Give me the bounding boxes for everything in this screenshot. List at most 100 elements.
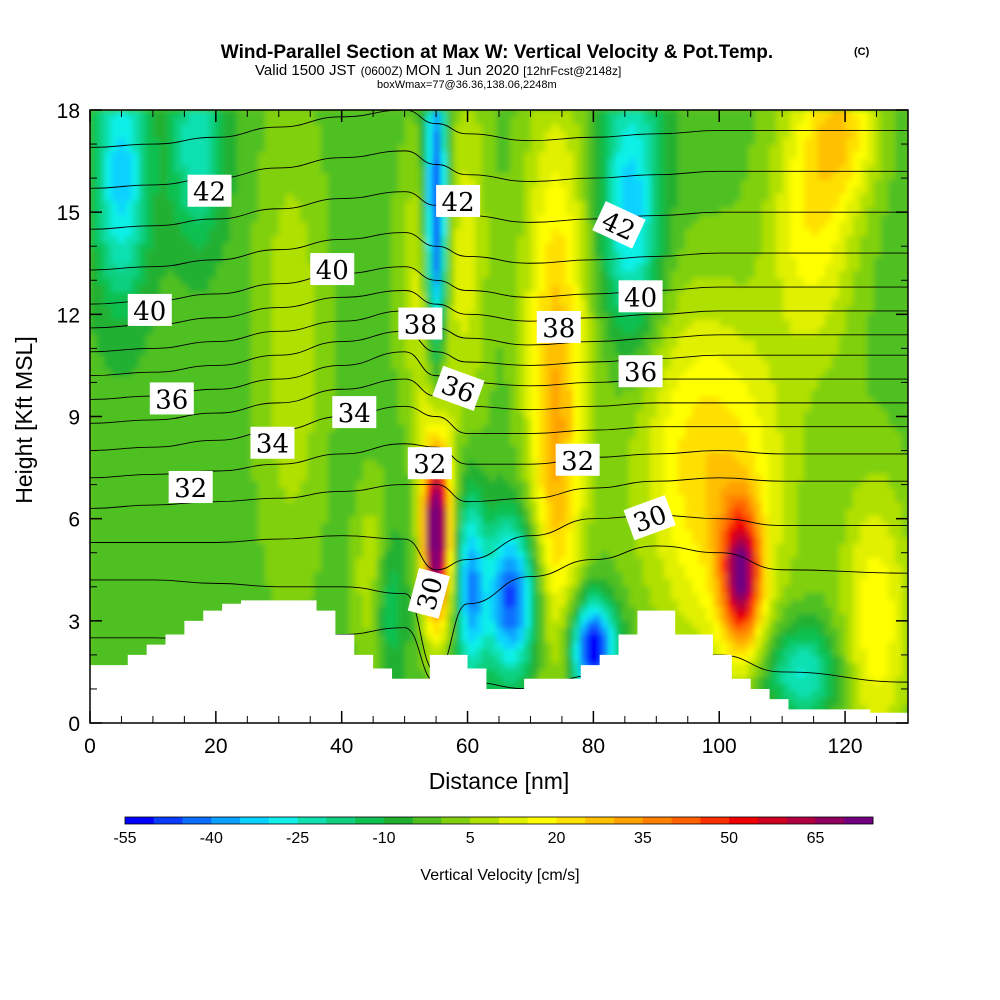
field-cell [174, 257, 182, 265]
field-cell [90, 145, 98, 153]
field-cell [391, 187, 399, 195]
field-cell [167, 117, 175, 125]
field-cell [237, 327, 245, 335]
field-cell [888, 236, 896, 244]
field-cell [174, 292, 182, 300]
field-cell [482, 271, 490, 279]
field-cell [510, 285, 518, 293]
field-cell [335, 131, 343, 139]
field-cell [174, 236, 182, 244]
field-cell [748, 271, 756, 279]
field-cell [90, 362, 98, 370]
field-cell [734, 271, 742, 279]
field-cell [853, 117, 861, 125]
field-cell [153, 362, 161, 370]
field-cell [300, 180, 308, 188]
field-cell [454, 138, 462, 146]
field-cell [748, 201, 756, 209]
field-cell [398, 194, 406, 202]
field-cell [258, 187, 266, 195]
field-cell [328, 110, 336, 118]
field-cell [286, 145, 294, 153]
field-cell [139, 257, 147, 265]
field-cell [643, 166, 651, 174]
field-cell [496, 250, 504, 258]
field-cell [286, 117, 294, 125]
field-cell [223, 257, 231, 265]
field-cell [258, 131, 266, 139]
field-cell [524, 264, 532, 272]
field-cell [804, 201, 812, 209]
field-cell [440, 138, 448, 146]
field-cell [482, 250, 490, 258]
field-cell [853, 236, 861, 244]
field-cell [727, 222, 735, 230]
field-cell [790, 397, 798, 405]
field-cell [440, 229, 448, 237]
field-cell [636, 341, 644, 349]
field-cell [454, 110, 462, 118]
field-cell [510, 173, 518, 181]
field-cell [475, 334, 483, 342]
field-cell [454, 131, 462, 139]
field-cell [153, 110, 161, 118]
field-cell [286, 397, 294, 405]
field-cell [272, 348, 280, 356]
field-cell [825, 243, 833, 251]
field-cell [461, 166, 469, 174]
field-cell [300, 117, 308, 125]
field-cell [636, 110, 644, 118]
field-cell [685, 306, 693, 314]
field-cell [195, 278, 203, 286]
field-cell [419, 236, 427, 244]
field-cell [713, 264, 721, 272]
field-cell [447, 327, 455, 335]
field-cell [839, 313, 847, 321]
field-cell [531, 376, 539, 384]
field-cell [244, 327, 252, 335]
field-cell [552, 222, 560, 230]
field-cell [237, 145, 245, 153]
field-cell [258, 208, 266, 216]
field-cell [202, 271, 210, 279]
field-cell [97, 383, 105, 391]
field-cell [279, 222, 287, 230]
field-cell [384, 208, 392, 216]
field-cell [720, 250, 728, 258]
field-cell [734, 397, 742, 405]
field-cell [97, 355, 105, 363]
field-cell [265, 285, 273, 293]
field-cell [314, 376, 322, 384]
field-cell [181, 229, 189, 237]
field-cell [734, 166, 742, 174]
field-cell [573, 236, 581, 244]
field-cell [230, 362, 238, 370]
field-cell [447, 145, 455, 153]
field-cell [202, 236, 210, 244]
field-cell [552, 285, 560, 293]
field-cell [636, 159, 644, 167]
field-cell [286, 404, 294, 412]
field-cell [517, 320, 525, 328]
field-cell [552, 131, 560, 139]
field-cell [867, 138, 875, 146]
field-cell [244, 138, 252, 146]
field-cell [118, 180, 126, 188]
field-cell [370, 348, 378, 356]
field-cell [461, 264, 469, 272]
field-cell [391, 208, 399, 216]
field-cell [342, 320, 350, 328]
field-cell [594, 166, 602, 174]
field-cell [125, 236, 133, 244]
field-cell [671, 138, 679, 146]
field-cell [545, 124, 553, 132]
field-cell [146, 194, 154, 202]
field-cell [538, 285, 546, 293]
field-cell [412, 208, 420, 216]
field-cell [510, 271, 518, 279]
field-cell [265, 201, 273, 209]
field-cell [125, 243, 133, 251]
field-cell [300, 236, 308, 244]
field-cell [482, 362, 490, 370]
field-cell [825, 362, 833, 370]
